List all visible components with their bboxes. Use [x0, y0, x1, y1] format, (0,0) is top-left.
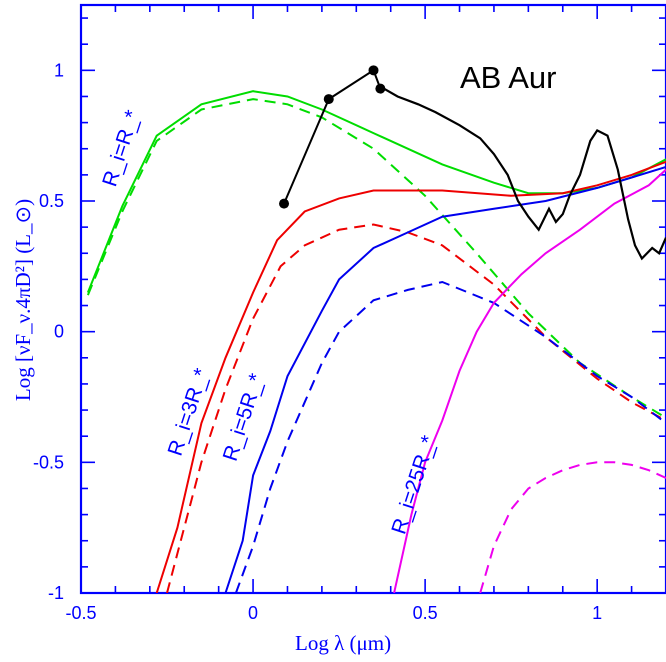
- model-curves: [86, 65, 666, 593]
- y-axis-title: Log [νF_ν.4πD²] (L_⊙): [11, 199, 35, 401]
- series-line-3: [166, 223, 666, 593]
- x-tick-label: 0: [248, 603, 258, 623]
- y-tick-label: -0.5: [33, 452, 64, 472]
- y-tick-label: 1: [54, 60, 64, 80]
- plot-frame: [79, 3, 666, 595]
- chart-annotation: AB Aur: [460, 60, 557, 95]
- x-tick-label: -0.5: [65, 603, 96, 623]
- curve-labels: R_i=R_*R_i=3R_* R_i=5R_*R_i=25R_*: [98, 107, 441, 537]
- axis-ticks: -0.5 0 0.5 1-1-0.500.51: [33, 5, 666, 623]
- curve-label: R_i=R_*: [98, 107, 144, 189]
- curve-label: R_i=25R_*: [387, 433, 440, 537]
- data-point: [323, 94, 334, 105]
- series-line-5: [234, 280, 666, 593]
- data-point: [368, 65, 379, 76]
- series-line-2: [155, 160, 666, 593]
- series-line-6: [393, 168, 666, 593]
- x-tick-label: 0.5: [413, 603, 438, 623]
- series-line-1: [86, 98, 666, 419]
- y-tick-label: -1: [48, 583, 64, 603]
- x-tick-label: 1: [592, 603, 602, 623]
- series-line-4: [224, 166, 666, 593]
- series-line-7: [479, 461, 666, 593]
- series-line-0: [86, 90, 666, 293]
- x-axis-title: Log λ (μm): [295, 631, 391, 655]
- y-tick-label: 0: [54, 322, 64, 342]
- data-point: [375, 83, 386, 94]
- data-point: [279, 198, 290, 209]
- series-line-9: [383, 87, 666, 261]
- series-line-8: [283, 68, 382, 204]
- y-tick-label: 0.5: [39, 191, 64, 211]
